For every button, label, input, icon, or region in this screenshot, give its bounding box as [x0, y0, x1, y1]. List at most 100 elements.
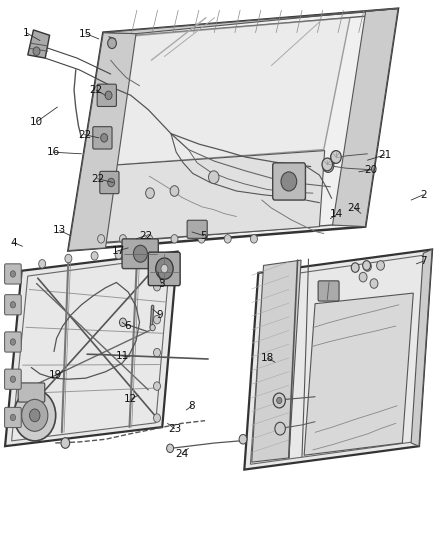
- FancyBboxPatch shape: [273, 163, 305, 200]
- Circle shape: [21, 399, 48, 431]
- Circle shape: [166, 444, 173, 453]
- Text: 24: 24: [175, 449, 188, 458]
- Text: 19: 19: [49, 370, 62, 381]
- Text: 16: 16: [46, 147, 60, 157]
- Circle shape: [322, 158, 332, 171]
- Circle shape: [364, 262, 371, 271]
- Circle shape: [134, 245, 148, 262]
- FancyBboxPatch shape: [5, 369, 21, 389]
- Circle shape: [370, 279, 378, 288]
- Circle shape: [153, 382, 160, 390]
- Polygon shape: [332, 9, 398, 227]
- FancyBboxPatch shape: [5, 295, 21, 315]
- Circle shape: [61, 438, 70, 448]
- Circle shape: [377, 261, 385, 270]
- Circle shape: [115, 251, 122, 259]
- Circle shape: [91, 252, 98, 260]
- Circle shape: [239, 434, 247, 444]
- Circle shape: [14, 390, 56, 441]
- Circle shape: [33, 47, 40, 55]
- Circle shape: [153, 316, 160, 324]
- Text: 3: 3: [158, 279, 165, 288]
- Circle shape: [146, 235, 152, 243]
- Polygon shape: [5, 252, 177, 446]
- Circle shape: [330, 153, 339, 164]
- Text: 13: 13: [53, 225, 66, 236]
- Circle shape: [98, 235, 105, 243]
- Circle shape: [146, 188, 154, 198]
- FancyBboxPatch shape: [187, 220, 207, 238]
- Circle shape: [105, 91, 112, 100]
- Circle shape: [65, 254, 72, 263]
- Polygon shape: [78, 151, 325, 244]
- Circle shape: [170, 185, 179, 196]
- FancyBboxPatch shape: [5, 332, 21, 352]
- Circle shape: [161, 264, 168, 273]
- Polygon shape: [68, 33, 136, 251]
- Text: 7: 7: [420, 256, 427, 266]
- Circle shape: [150, 325, 155, 331]
- Text: 11: 11: [116, 351, 129, 361]
- Circle shape: [322, 159, 334, 172]
- Circle shape: [120, 318, 127, 327]
- Text: 18: 18: [261, 353, 275, 363]
- Circle shape: [275, 422, 286, 435]
- Text: 21: 21: [378, 150, 392, 160]
- Text: 9: 9: [157, 310, 163, 320]
- Circle shape: [155, 258, 173, 279]
- Circle shape: [208, 171, 219, 183]
- Circle shape: [39, 260, 46, 268]
- Polygon shape: [28, 30, 49, 58]
- Text: 22: 22: [78, 130, 91, 140]
- Text: 15: 15: [79, 29, 92, 39]
- Polygon shape: [103, 9, 398, 34]
- Text: 1: 1: [23, 28, 29, 38]
- Text: 24: 24: [348, 203, 361, 213]
- Circle shape: [11, 339, 15, 345]
- Circle shape: [108, 38, 117, 49]
- Polygon shape: [252, 260, 301, 462]
- Circle shape: [171, 235, 178, 243]
- Text: 4: 4: [11, 238, 17, 247]
- Circle shape: [141, 252, 148, 260]
- Text: 12: 12: [124, 394, 138, 405]
- Text: 22: 22: [91, 174, 104, 184]
- Circle shape: [11, 376, 15, 382]
- FancyBboxPatch shape: [318, 281, 339, 301]
- Circle shape: [198, 235, 205, 243]
- Circle shape: [277, 397, 282, 403]
- FancyBboxPatch shape: [5, 407, 21, 427]
- FancyBboxPatch shape: [93, 127, 112, 149]
- Circle shape: [331, 151, 341, 164]
- Circle shape: [153, 349, 160, 357]
- Text: 6: 6: [124, 321, 131, 331]
- Text: 5: 5: [201, 231, 207, 241]
- Circle shape: [101, 134, 108, 142]
- Circle shape: [351, 263, 359, 272]
- Text: 22: 22: [139, 231, 152, 241]
- Circle shape: [120, 235, 127, 243]
- Circle shape: [153, 282, 160, 291]
- Polygon shape: [110, 18, 350, 165]
- Circle shape: [273, 393, 286, 408]
- FancyBboxPatch shape: [97, 84, 117, 107]
- Polygon shape: [411, 249, 432, 446]
- Circle shape: [281, 172, 297, 191]
- FancyBboxPatch shape: [148, 252, 180, 286]
- Circle shape: [11, 302, 15, 308]
- Circle shape: [11, 271, 15, 277]
- FancyBboxPatch shape: [122, 239, 158, 269]
- FancyBboxPatch shape: [5, 264, 21, 284]
- Polygon shape: [244, 249, 432, 470]
- Circle shape: [153, 414, 160, 422]
- Text: 14: 14: [330, 209, 343, 220]
- Circle shape: [29, 409, 40, 422]
- Circle shape: [251, 235, 258, 243]
- Text: 20: 20: [364, 165, 378, 175]
- Circle shape: [108, 178, 115, 187]
- Polygon shape: [68, 9, 398, 251]
- Circle shape: [363, 261, 371, 270]
- Text: 23: 23: [168, 424, 181, 434]
- Polygon shape: [304, 293, 413, 455]
- Circle shape: [153, 260, 160, 268]
